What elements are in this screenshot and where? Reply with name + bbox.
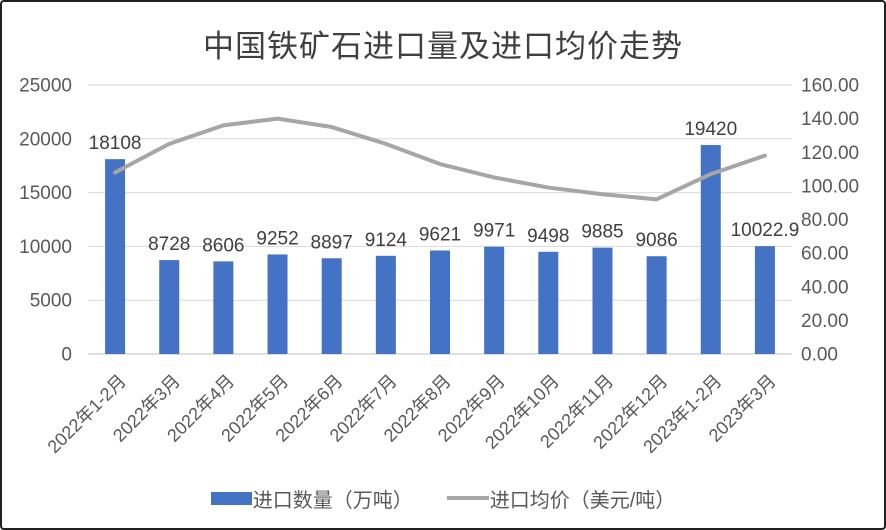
bar — [159, 260, 180, 354]
bar-data-label: 18108 — [89, 133, 142, 154]
left-axis-tick-label: 10000 — [19, 237, 72, 258]
bar — [375, 255, 396, 354]
right-axis-tick-label: 160.00 — [801, 76, 859, 97]
bar — [754, 246, 775, 354]
legend-item-average-price: 进口均价（美元/吨） — [446, 484, 676, 513]
bar-data-label: 8606 — [202, 235, 244, 256]
bar — [592, 247, 613, 354]
right-axis-tick-label: 0.00 — [801, 345, 838, 366]
chart-title: 中国铁矿石进口量及进口均价走势 — [203, 29, 683, 64]
bar — [646, 256, 667, 354]
left-axis-tick-label: 20000 — [19, 129, 72, 150]
bar — [267, 254, 288, 354]
left-axis-tick-label: 0 — [61, 345, 72, 366]
bar-data-label: 9124 — [365, 230, 408, 251]
bar — [700, 145, 721, 354]
bar — [105, 159, 126, 354]
legend-label-import-quantity: 进口数量（万吨） — [252, 489, 413, 512]
price-line — [113, 116, 767, 202]
bar-data-label: 19420 — [684, 119, 737, 140]
bar-series-swatch-icon — [210, 491, 252, 505]
right-axis-tick-label: 80.00 — [801, 210, 849, 231]
line-series-swatch-icon — [446, 496, 489, 500]
left-axis-tick-label: 25000 — [19, 76, 72, 97]
right-axis-tick-label: 120.00 — [801, 143, 859, 164]
bar-data-label: 8897 — [311, 232, 353, 253]
bar — [321, 258, 342, 354]
bar-data-label: 10022.9 — [731, 220, 800, 241]
bar — [213, 261, 234, 354]
bar-data-label: 9971 — [473, 221, 515, 242]
right-axis-tick-label: 40.00 — [801, 277, 849, 298]
left-axis-tick-label: 5000 — [30, 291, 72, 312]
x-axis-tick-label: 2022年1-2月 — [44, 371, 130, 457]
bar-data-label: 9498 — [527, 226, 569, 247]
left-axis-tick-label: 15000 — [19, 183, 72, 204]
bar — [484, 246, 505, 354]
bar-data-label: 8728 — [148, 234, 190, 255]
right-axis-tick-label: 140.00 — [801, 109, 859, 130]
legend-label-average-price: 进口均价（美元/吨） — [489, 489, 676, 512]
bar — [430, 250, 450, 354]
right-axis-tick-label: 100.00 — [801, 176, 859, 197]
chart-legend: 进口数量（万吨） 进口均价（美元/吨） — [2, 479, 884, 517]
right-axis-tick-label: 60.00 — [801, 244, 849, 265]
right-axis-tick-label: 20.00 — [801, 311, 849, 332]
bar — [538, 251, 559, 354]
bar-data-label: 9252 — [256, 228, 298, 249]
bar-data-label: 9621 — [419, 224, 461, 245]
bar-data-label: 9086 — [635, 230, 677, 251]
legend-item-import-quantity: 进口数量（万吨） — [210, 484, 413, 513]
bar-data-label: 9885 — [581, 222, 623, 243]
